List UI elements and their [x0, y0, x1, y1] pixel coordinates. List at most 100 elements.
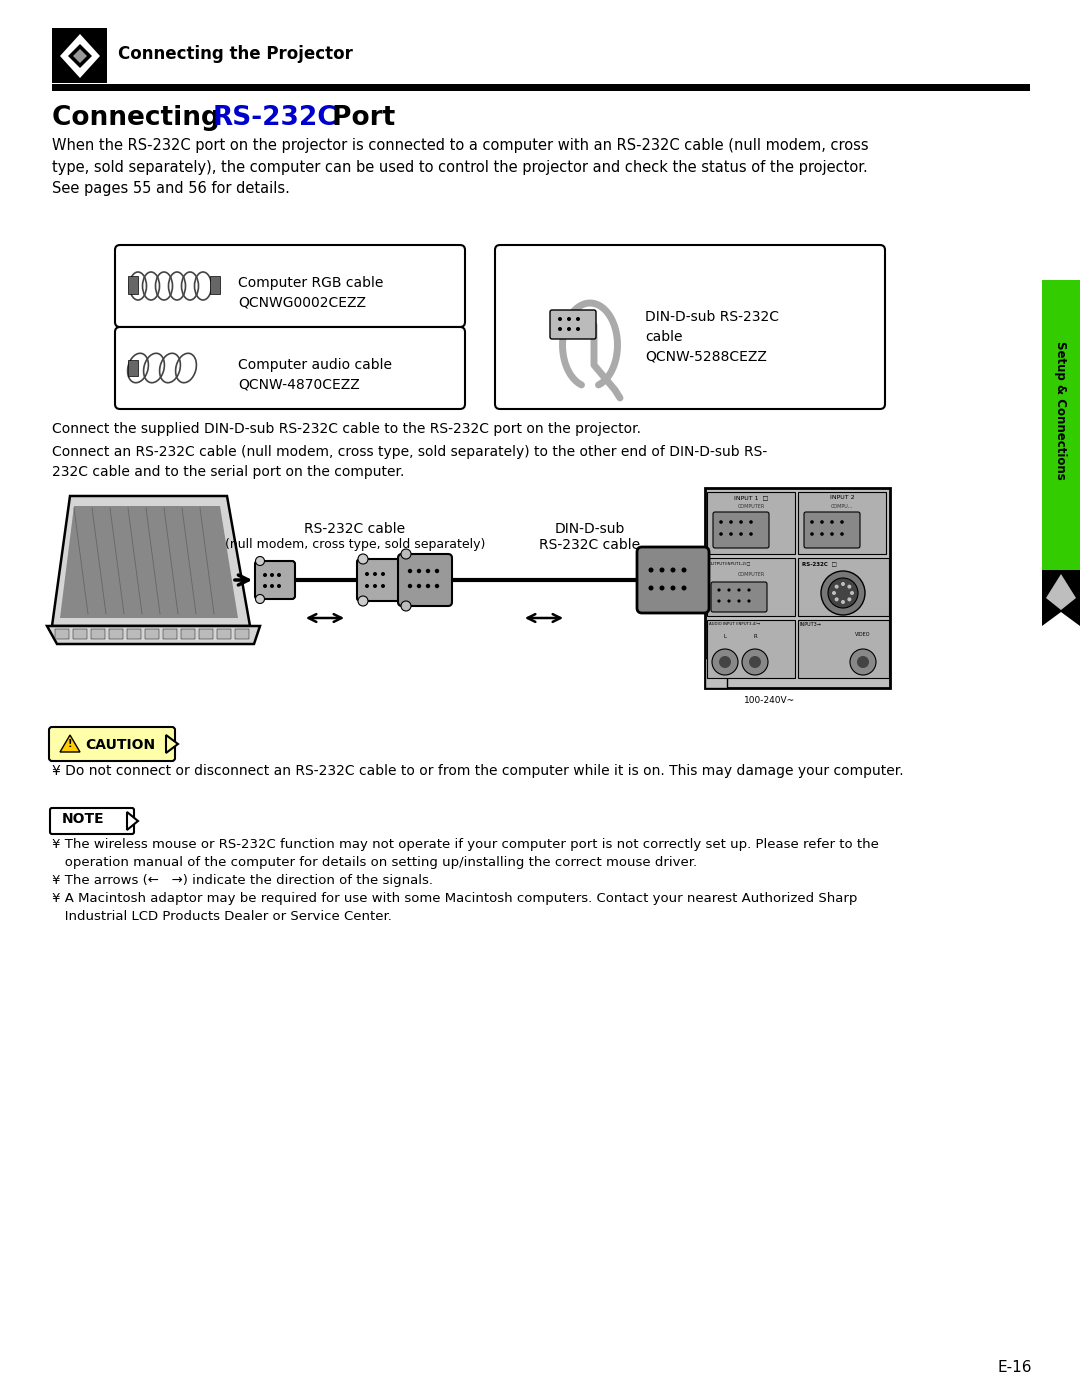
Circle shape	[747, 588, 751, 591]
Circle shape	[747, 599, 751, 602]
Text: VIDEO: VIDEO	[855, 631, 870, 637]
Bar	[217, 629, 231, 638]
Bar	[798, 620, 889, 678]
FancyBboxPatch shape	[255, 562, 295, 599]
Circle shape	[681, 585, 687, 591]
Circle shape	[831, 532, 834, 536]
FancyBboxPatch shape	[50, 807, 134, 834]
Polygon shape	[60, 34, 100, 78]
Text: cable: cable	[645, 330, 683, 344]
Bar	[1042, 570, 1080, 626]
Text: ¥ The arrows (←   →) indicate the direction of the signals.: ¥ The arrows (← →) indicate the directio…	[52, 875, 433, 887]
Text: Connect the supplied DIN-D-sub RS-232C cable to the RS-232C port on the projecto: Connect the supplied DIN-D-sub RS-232C c…	[52, 422, 642, 436]
FancyBboxPatch shape	[637, 548, 708, 613]
Bar	[127, 629, 141, 638]
Text: CAUTION: CAUTION	[85, 738, 156, 752]
Circle shape	[820, 520, 824, 524]
Bar	[705, 488, 890, 687]
Text: OUTPUT(INPUT1,2)□: OUTPUT(INPUT1,2)□	[708, 562, 752, 564]
Circle shape	[719, 657, 731, 668]
Circle shape	[738, 588, 741, 591]
Circle shape	[264, 573, 267, 577]
Text: L: L	[724, 634, 727, 638]
Bar	[73, 629, 87, 638]
Polygon shape	[127, 812, 138, 830]
FancyBboxPatch shape	[495, 244, 885, 409]
Circle shape	[750, 657, 761, 668]
Text: Computer RGB cable: Computer RGB cable	[238, 277, 383, 291]
Text: INPUT 1  □: INPUT 1 □	[733, 495, 768, 500]
Circle shape	[401, 549, 411, 559]
Circle shape	[828, 578, 858, 608]
Text: QCNW-4870CEZZ: QCNW-4870CEZZ	[238, 379, 360, 393]
Text: (null modem, cross type, sold separately): (null modem, cross type, sold separately…	[225, 538, 485, 550]
Bar	[129, 360, 138, 376]
Text: DIN-D-sub RS-232C: DIN-D-sub RS-232C	[645, 310, 779, 324]
Circle shape	[738, 599, 741, 602]
FancyBboxPatch shape	[399, 555, 453, 606]
Bar	[145, 629, 159, 638]
Text: RS-232C cable: RS-232C cable	[539, 538, 640, 552]
Text: COMPUTER: COMPUTER	[738, 571, 765, 577]
Text: ¥ The wireless mouse or RS-232C function may not operate if your computer port i: ¥ The wireless mouse or RS-232C function…	[52, 838, 879, 869]
Polygon shape	[73, 49, 87, 63]
Circle shape	[567, 317, 571, 321]
Polygon shape	[1042, 612, 1080, 626]
Circle shape	[373, 584, 377, 588]
Circle shape	[270, 584, 274, 588]
Circle shape	[835, 598, 839, 601]
FancyBboxPatch shape	[713, 511, 769, 548]
Bar	[199, 629, 213, 638]
Bar	[707, 492, 795, 555]
Circle shape	[373, 571, 377, 576]
Circle shape	[276, 573, 281, 577]
Circle shape	[712, 650, 738, 675]
Circle shape	[417, 584, 421, 588]
Text: !: !	[68, 739, 72, 749]
Circle shape	[840, 532, 843, 536]
Text: Connecting: Connecting	[52, 105, 229, 131]
Circle shape	[435, 569, 440, 573]
FancyBboxPatch shape	[357, 559, 401, 601]
Text: INPUT3→: INPUT3→	[800, 622, 822, 627]
Circle shape	[810, 532, 814, 536]
Circle shape	[270, 573, 274, 577]
Circle shape	[835, 584, 839, 588]
Circle shape	[576, 317, 580, 321]
Circle shape	[742, 650, 768, 675]
Text: When the RS-232C port on the projector is connected to a computer with an RS-232: When the RS-232C port on the projector i…	[52, 138, 868, 196]
FancyBboxPatch shape	[49, 726, 175, 761]
Circle shape	[681, 567, 687, 573]
Circle shape	[357, 555, 368, 564]
Circle shape	[426, 569, 430, 573]
Circle shape	[401, 601, 411, 610]
Circle shape	[832, 591, 836, 595]
Circle shape	[728, 588, 730, 591]
Bar	[91, 629, 105, 638]
Circle shape	[858, 657, 869, 668]
Circle shape	[381, 571, 384, 576]
Bar	[798, 557, 889, 616]
Circle shape	[357, 597, 368, 606]
Text: 100-240V~: 100-240V~	[744, 696, 796, 705]
Text: INPUT 2: INPUT 2	[829, 495, 854, 500]
Polygon shape	[48, 626, 260, 644]
Text: NOTE: NOTE	[62, 812, 105, 826]
Circle shape	[717, 588, 720, 591]
Circle shape	[841, 599, 845, 604]
Bar	[129, 277, 138, 293]
Text: RS-232C: RS-232C	[213, 105, 338, 131]
Text: Computer audio cable: Computer audio cable	[238, 358, 392, 372]
Circle shape	[717, 599, 720, 602]
Polygon shape	[166, 735, 178, 753]
Circle shape	[840, 520, 843, 524]
Circle shape	[365, 584, 369, 588]
Circle shape	[671, 585, 675, 591]
FancyBboxPatch shape	[550, 310, 596, 339]
Circle shape	[264, 584, 267, 588]
Circle shape	[739, 532, 743, 536]
Circle shape	[648, 585, 653, 591]
Bar	[798, 492, 886, 555]
Text: COMPU...: COMPU...	[831, 504, 853, 509]
Circle shape	[739, 520, 743, 524]
